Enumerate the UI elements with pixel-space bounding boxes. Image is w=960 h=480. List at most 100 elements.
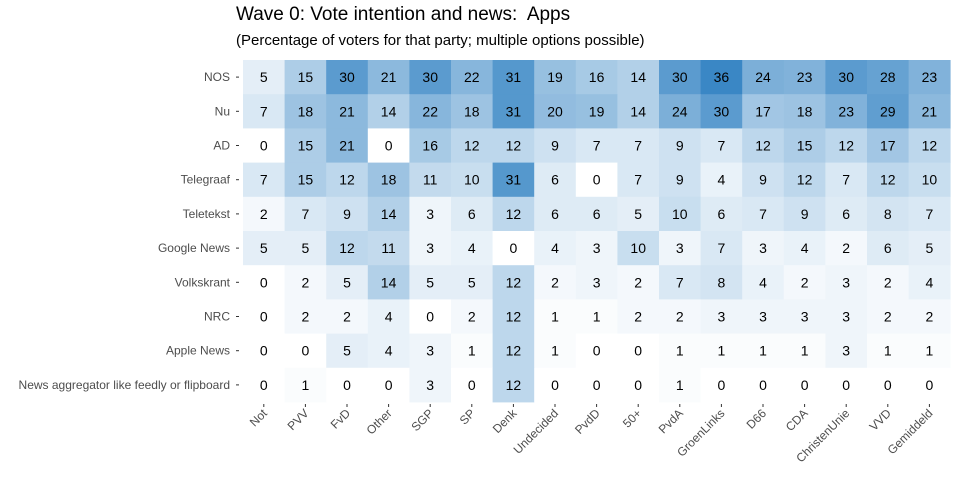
cell-value-label: 21	[381, 69, 397, 85]
cell-value-label: 0	[510, 240, 518, 256]
heatmap-cell	[783, 196, 826, 232]
heatmap-cell	[783, 128, 826, 163]
cell-value-label: 3	[801, 309, 809, 325]
cell-value-label: 3	[759, 240, 767, 256]
heatmap-cell	[867, 231, 909, 266]
cell-value-label: 0	[343, 377, 351, 393]
heatmap-cell	[700, 94, 743, 129]
cell-value-label: 1	[551, 309, 559, 325]
cell-value-label: 1	[718, 343, 726, 359]
cell-value-label: 2	[634, 274, 642, 290]
heatmap-cell	[534, 299, 577, 334]
cell-value-label: 0	[759, 377, 767, 393]
heatmap-cell	[367, 367, 410, 403]
heatmap-cell	[617, 128, 660, 163]
heatmap-cell	[575, 367, 618, 403]
cell-value-label: 0	[385, 377, 393, 393]
heatmap-cell	[326, 265, 369, 300]
heatmap-cell	[825, 162, 868, 198]
heatmap-cell	[492, 367, 535, 403]
cell-value-label: 15	[797, 138, 813, 154]
cell-value-label: 12	[755, 138, 771, 154]
row-label: AD	[213, 139, 230, 153]
column-label: Other	[364, 406, 395, 437]
cell-value-label: 2	[676, 309, 684, 325]
heatmap-cell	[700, 231, 743, 266]
heatmap-cell	[284, 196, 327, 232]
heatmap-cell	[575, 94, 618, 129]
heatmap-cell	[575, 231, 618, 266]
cell-value-label: 14	[630, 103, 646, 119]
cell-value-label: 5	[634, 206, 642, 222]
cell-value-label: 7	[260, 103, 268, 119]
row-label: Telegraaf	[181, 173, 231, 187]
heatmap-cell	[659, 94, 701, 129]
heatmap-cell	[534, 196, 577, 232]
row-label: Google News	[158, 241, 230, 255]
row-label: NRC	[204, 310, 230, 324]
row-label: Teletekst	[183, 207, 231, 221]
heatmap-cell	[367, 128, 410, 163]
cell-value-label: 19	[589, 103, 605, 119]
heatmap-cell	[659, 128, 701, 163]
cell-value-label: 7	[593, 138, 601, 154]
cell-value-label: 6	[551, 172, 559, 188]
heatmap-cell	[367, 231, 410, 266]
heatmap-cell	[534, 231, 577, 266]
cell-value-label: 12	[339, 240, 355, 256]
cell-value-label: 10	[464, 172, 480, 188]
chart-title: Wave 0: Vote intention and news: Apps	[236, 4, 571, 25]
heatmap-cell	[451, 231, 493, 266]
heatmap-cell	[492, 196, 535, 232]
cell-value-label: 16	[589, 69, 605, 85]
heatmap-cell	[243, 94, 285, 129]
heatmap-cell	[409, 196, 452, 232]
cell-value-label: 7	[759, 206, 767, 222]
cell-value-label: 30	[339, 69, 355, 85]
heatmap-cell	[908, 196, 951, 232]
cell-value-label: 21	[339, 103, 355, 119]
cell-value-label: 11	[381, 240, 396, 256]
heatmap-cell	[409, 94, 452, 129]
heatmap-cell	[825, 60, 868, 95]
cell-value-label: 2	[551, 274, 559, 290]
cell-value-label: 12	[506, 206, 522, 222]
cell-value-label: 6	[468, 206, 476, 222]
cell-value-label: 0	[385, 138, 393, 154]
heatmap-cell	[243, 196, 285, 232]
column-label: Not	[247, 406, 271, 430]
column-label: FvD	[328, 406, 354, 432]
heatmap-cell	[492, 162, 535, 198]
heatmap-cell	[492, 94, 535, 129]
cell-value-label: 8	[884, 206, 892, 222]
heatmap-cell	[617, 60, 660, 95]
heatmap-cell	[742, 367, 785, 403]
heatmap-cell	[451, 196, 493, 232]
cell-value-label: 2	[926, 309, 934, 325]
cell-value-label: 9	[551, 138, 559, 154]
heatmap-cell	[659, 196, 701, 232]
cell-value-label: 2	[884, 274, 892, 290]
cell-value-label: 5	[343, 343, 351, 359]
cell-value-label: 30	[422, 69, 438, 85]
cell-value-label: 6	[718, 206, 726, 222]
cell-value-label: 10	[630, 240, 646, 256]
column-label: SGP	[409, 406, 437, 434]
heatmap-cell	[409, 128, 452, 163]
cell-value-label: 7	[634, 138, 642, 154]
heatmap-cell	[367, 60, 410, 95]
cell-value-label: 5	[302, 240, 310, 256]
cell-value-label: 5	[343, 274, 351, 290]
heatmap-cell	[367, 333, 410, 369]
heatmap-cell	[825, 128, 868, 163]
heatmap-cell	[534, 60, 577, 95]
cell-value-label: 2	[468, 309, 476, 325]
chart-subtitle: (Percentage of voters for that party; mu…	[236, 32, 645, 49]
cell-value-label: 5	[926, 240, 934, 256]
cell-value-label: 3	[718, 309, 726, 325]
column-label: Gemiddeld	[885, 406, 936, 457]
heatmap-cell	[908, 299, 951, 334]
heatmap-cell	[367, 162, 410, 198]
cell-value-label: 15	[298, 69, 314, 85]
cell-value-label: 3	[593, 240, 601, 256]
